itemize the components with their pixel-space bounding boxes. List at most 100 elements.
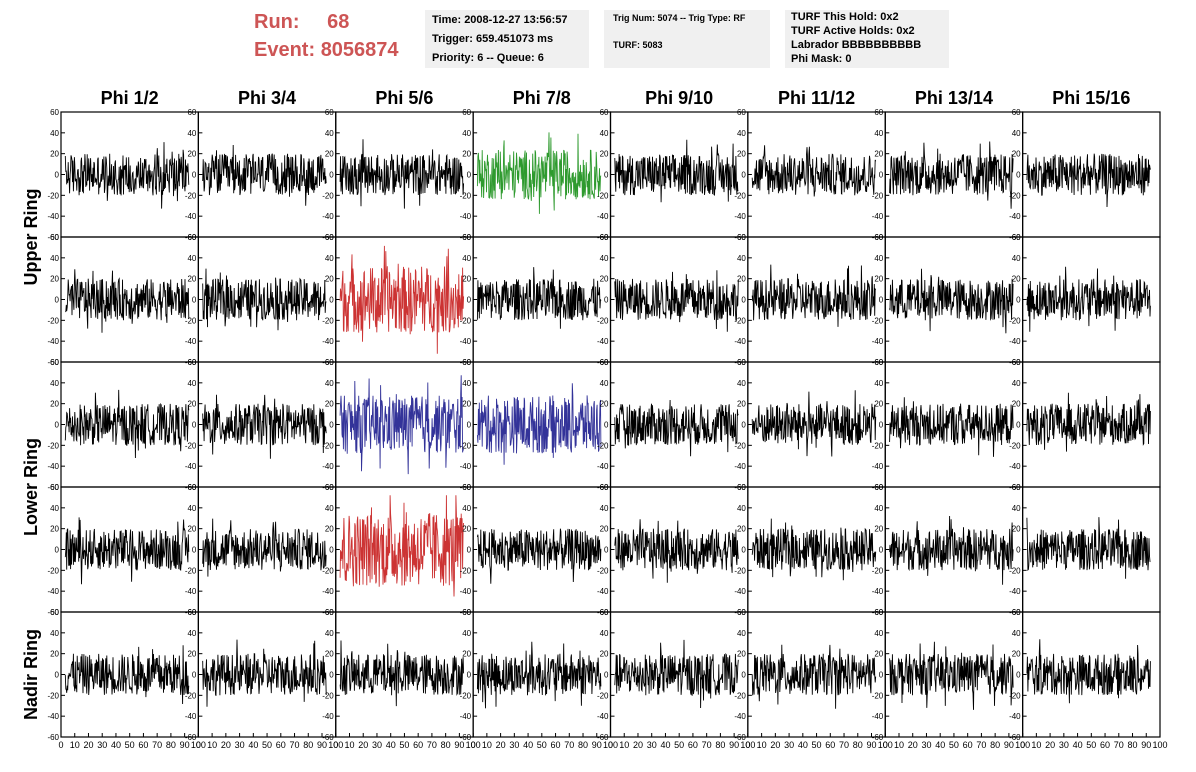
y-tick-label: 60: [462, 608, 471, 617]
y-tick-label: -20: [460, 191, 472, 200]
y-tick-label: -40: [47, 462, 59, 471]
row-label: Nadir Ring: [21, 629, 41, 720]
y-tick-label: -40: [597, 212, 609, 221]
waveform-trace: [339, 139, 465, 209]
column-header: Phi 7/8: [513, 88, 571, 108]
waveform-trace: [1026, 153, 1151, 208]
y-tick-label: -20: [322, 566, 334, 575]
waveform-trace: [1026, 266, 1151, 332]
y-tick-label: 0: [329, 671, 334, 680]
column-header: Phi 3/4: [238, 88, 296, 108]
x-tick-label: 60: [963, 740, 973, 750]
y-tick-label: -40: [322, 712, 334, 721]
y-tick-label: 20: [874, 525, 883, 534]
y-tick-label: 20: [737, 400, 746, 409]
x-tick-label: 30: [509, 740, 519, 750]
x-tick-label: 100: [1015, 740, 1030, 750]
y-tick-label: 20: [325, 400, 334, 409]
y-tick-label: 60: [600, 358, 609, 367]
x-tick-label: 40: [523, 740, 533, 750]
x-tick-label: 90: [180, 740, 190, 750]
x-tick-label: 90: [317, 740, 327, 750]
x-tick-label: 0: [608, 740, 613, 750]
x-tick-label: 70: [839, 740, 849, 750]
y-tick-label: -60: [597, 733, 609, 742]
x-tick-label: 60: [1100, 740, 1110, 750]
waveform-trace: [64, 645, 190, 705]
x-tick-label: 30: [235, 740, 245, 750]
x-tick-label: 90: [1004, 740, 1014, 750]
y-tick-label: 40: [325, 504, 334, 513]
waveform-trace: [889, 515, 1014, 585]
waveform-trace: [889, 141, 1014, 209]
y-tick-label: -40: [872, 337, 884, 346]
y-tick-label: 40: [50, 254, 59, 263]
waveform-trace: [64, 142, 190, 209]
y-tick-label: 0: [604, 546, 609, 555]
y-tick-label: -40: [1009, 337, 1021, 346]
y-tick-label: 40: [600, 254, 609, 263]
x-tick-label: 50: [125, 740, 135, 750]
y-tick-label: 20: [600, 650, 609, 659]
y-tick-label: -20: [460, 566, 472, 575]
y-tick-label: 60: [874, 608, 883, 617]
x-tick-label: 50: [399, 740, 409, 750]
x-tick-label: 90: [867, 740, 877, 750]
y-tick-label: 60: [600, 608, 609, 617]
x-tick-label: 20: [221, 740, 231, 750]
y-tick-label: 0: [192, 546, 197, 555]
y-tick-label: 0: [741, 171, 746, 180]
turf-this-hold-text: TURF This Hold: 0x2: [791, 11, 899, 23]
y-tick-label: 0: [741, 671, 746, 680]
y-tick-label: 60: [737, 233, 746, 242]
time-info-box: Time: 2008-12-27 13:56:57 Trigger: 659.4…: [425, 10, 589, 68]
x-tick-label: 20: [358, 740, 368, 750]
y-tick-label: 60: [874, 108, 883, 117]
y-tick-label: 20: [600, 400, 609, 409]
y-tick-label: -20: [597, 566, 609, 575]
y-tick-label: 0: [467, 296, 472, 305]
y-tick-label: -40: [47, 712, 59, 721]
y-tick-label: -20: [1009, 566, 1021, 575]
y-tick-label: 60: [1012, 108, 1021, 117]
y-tick-label: -20: [460, 316, 472, 325]
x-tick-label: 80: [853, 740, 863, 750]
y-tick-label: -60: [322, 733, 334, 742]
y-tick-label: -40: [734, 212, 746, 221]
y-tick-label: 40: [462, 254, 471, 263]
y-tick-label: 20: [874, 650, 883, 659]
y-tick-label: 40: [737, 504, 746, 513]
y-tick-label: 40: [462, 379, 471, 388]
x-tick-label: 80: [441, 740, 451, 750]
x-tick-label: 10: [344, 740, 354, 750]
y-tick-label: 0: [192, 671, 197, 680]
waveform-trace: [476, 132, 602, 214]
y-tick-label: 20: [50, 525, 59, 534]
x-tick-label: 0: [883, 740, 888, 750]
y-tick-label: -60: [47, 483, 59, 492]
y-tick-label: 0: [55, 296, 60, 305]
time-text: Time: 2008-12-27 13:56:57: [432, 14, 568, 26]
x-tick-label: 90: [454, 740, 464, 750]
y-tick-label: 60: [187, 608, 196, 617]
turf-info-box: TURF This Hold: 0x2 TURF Active Holds: 0…: [785, 10, 949, 68]
x-tick-label: 60: [276, 740, 286, 750]
waveform-trace: [751, 390, 877, 457]
y-tick-label: -40: [322, 337, 334, 346]
x-tick-label: 90: [592, 740, 602, 750]
y-tick-label: 20: [187, 650, 196, 659]
x-tick-label: 70: [427, 740, 437, 750]
y-tick-label: -20: [322, 691, 334, 700]
y-tick-label: 60: [1012, 358, 1021, 367]
column-header: Phi 5/6: [375, 88, 433, 108]
y-tick-label: 60: [325, 233, 334, 242]
x-tick-label: 20: [1045, 740, 1055, 750]
y-tick-label: -60: [47, 358, 59, 367]
y-tick-label: -40: [322, 462, 334, 471]
y-tick-label: 60: [325, 608, 334, 617]
y-tick-label: 40: [1012, 504, 1021, 513]
y-tick-label: -20: [47, 441, 59, 450]
row-label: Upper Ring: [21, 189, 41, 286]
waveform-trace: [339, 640, 465, 707]
y-tick-label: -20: [872, 441, 884, 450]
